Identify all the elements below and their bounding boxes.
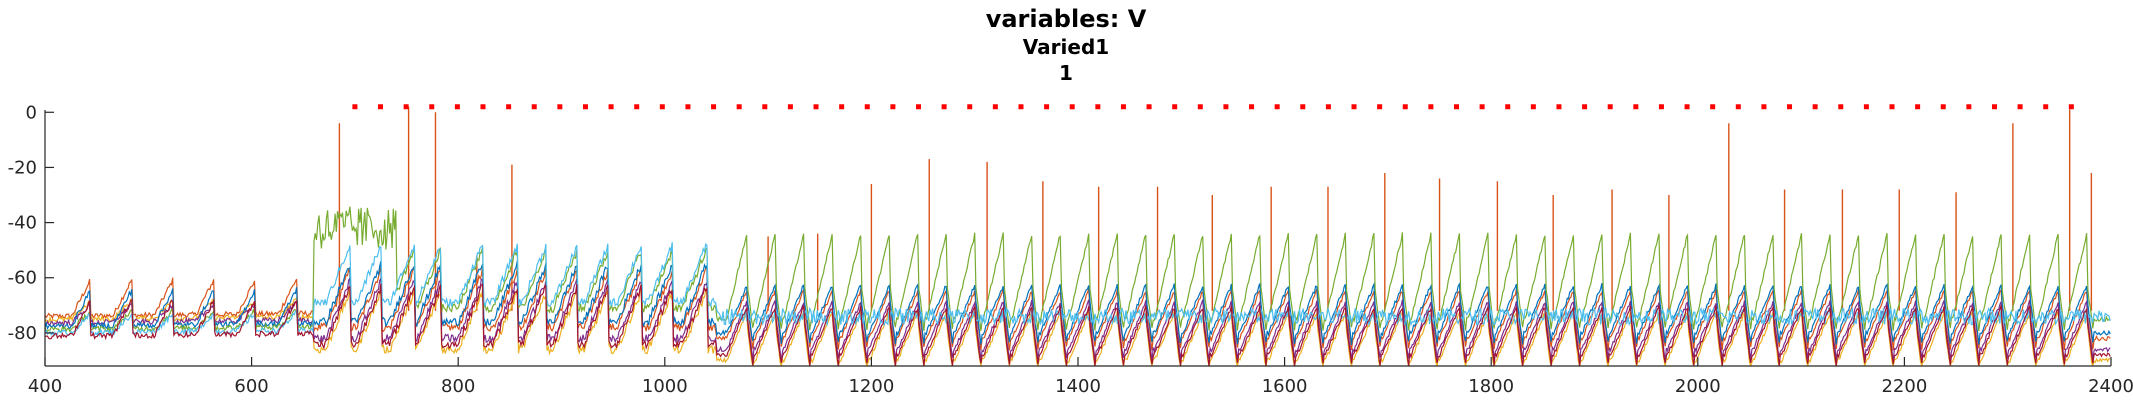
event-marker: [1736, 104, 1741, 109]
event-marker: [1454, 104, 1459, 109]
y-tick-label: -80: [8, 323, 37, 344]
x-tick-label: 2200: [1881, 376, 1927, 397]
event-marker: [1992, 104, 1997, 109]
event-marker: [429, 104, 434, 109]
chart-subtitle-2: 1: [1059, 61, 1073, 85]
event-marker: [1044, 104, 1049, 109]
event-marker: [685, 104, 690, 109]
event-marker: [352, 104, 357, 109]
event-marker: [1147, 104, 1152, 109]
event-marker: [455, 104, 460, 109]
event-marker: [506, 104, 511, 109]
event-marker: [583, 104, 588, 109]
event-marker: [2043, 104, 2048, 109]
event-marker: [890, 104, 895, 109]
event-marker: [1556, 104, 1561, 109]
event-marker: [1761, 104, 1766, 109]
event-marker: [1813, 104, 1818, 109]
event-marker: [404, 104, 409, 109]
event-marker: [1531, 104, 1536, 109]
x-tick-label: 1800: [1468, 376, 1514, 397]
event-marker: [1198, 104, 1203, 109]
x-tick-label: 1000: [642, 376, 688, 397]
event-marker: [1890, 104, 1895, 109]
event-marker: [1787, 104, 1792, 109]
event-marker: [660, 104, 665, 109]
event-marker: [1070, 104, 1075, 109]
event-marker: [1582, 104, 1587, 109]
event-marker: [1838, 104, 1843, 109]
event-marker: [378, 104, 383, 109]
event-marker: [942, 104, 947, 109]
event-marker: [1480, 104, 1485, 109]
event-marker: [1710, 104, 1715, 109]
event-marker: [916, 104, 921, 109]
event-marker: [839, 104, 844, 109]
event-marker: [1403, 104, 1408, 109]
x-tick-label: 2000: [1675, 376, 1721, 397]
event-marker: [1941, 104, 1946, 109]
event-marker: [557, 104, 562, 109]
x-tick-label: 800: [441, 376, 475, 397]
event-marker: [1608, 104, 1613, 109]
event-marker: [1223, 104, 1228, 109]
chart-title: variables: V: [986, 5, 1147, 33]
event-marker: [711, 104, 716, 109]
y-tick-label: -40: [8, 213, 37, 234]
event-marker: [1249, 104, 1254, 109]
event-marker: [1095, 104, 1100, 109]
event-marker: [1352, 104, 1357, 109]
event-marker: [1685, 104, 1690, 109]
event-marker: [1121, 104, 1126, 109]
event-marker: [1633, 104, 1638, 109]
event-marker: [1018, 104, 1023, 109]
event-marker: [1915, 104, 1920, 109]
event-marker: [1326, 104, 1331, 109]
event-marker: [480, 104, 485, 109]
event-marker: [1428, 104, 1433, 109]
event-marker: [814, 104, 819, 109]
x-tick-label: 1600: [1262, 376, 1308, 397]
event-marker: [1505, 104, 1510, 109]
event-marker: [1377, 104, 1382, 109]
event-marker: [609, 104, 614, 109]
event-marker: [993, 104, 998, 109]
x-tick-label: 600: [234, 376, 268, 397]
y-tick-label: 0: [26, 102, 37, 123]
event-marker: [634, 104, 639, 109]
x-tick-label: 1400: [1055, 376, 1101, 397]
x-tick-label: 1200: [848, 376, 894, 397]
x-tick-label: 2400: [2088, 376, 2133, 397]
event-marker: [967, 104, 972, 109]
y-tick-label: -20: [8, 157, 37, 178]
event-marker: [1275, 104, 1280, 109]
event-marker: [1659, 104, 1664, 109]
event-marker: [532, 104, 537, 109]
x-tick-label: 400: [28, 376, 62, 397]
chart-subtitle: Varied1: [1023, 35, 1109, 59]
event-marker: [1864, 104, 1869, 109]
event-marker: [737, 104, 742, 109]
event-marker: [1966, 104, 1971, 109]
event-marker: [2018, 104, 2023, 109]
event-marker: [762, 104, 767, 109]
event-marker: [1300, 104, 1305, 109]
event-marker: [1172, 104, 1177, 109]
event-marker: [788, 104, 793, 109]
event-marker: [865, 104, 870, 109]
event-marker: [2069, 104, 2074, 109]
y-tick-label: -60: [8, 268, 37, 289]
